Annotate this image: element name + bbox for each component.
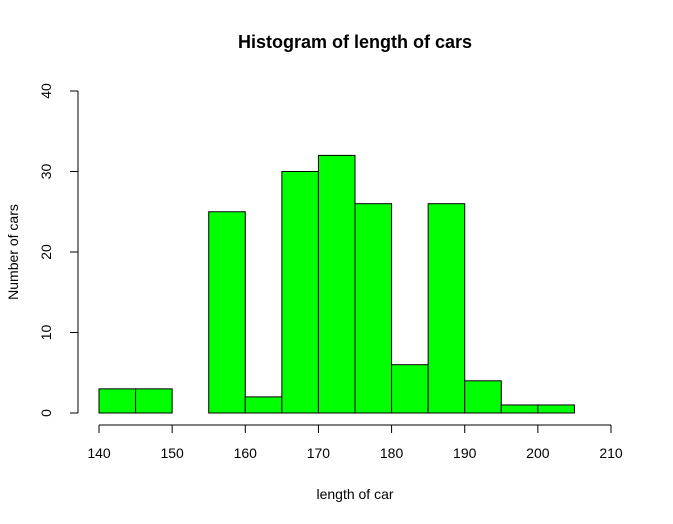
y-tick-label: 30 [38, 164, 54, 180]
x-tick-label: 160 [234, 445, 258, 461]
chart-title: Histogram of length of cars [238, 32, 472, 52]
y-axis-label: Number of cars [5, 204, 21, 300]
histogram-bar-185-190 [427, 203, 466, 414]
x-tick-label: 200 [526, 445, 550, 461]
x-axis: 140 150 160 170 180 190 200 210 [87, 424, 623, 461]
histogram-bar-160-165 [244, 396, 283, 414]
y-tick-label: 20 [38, 244, 54, 260]
x-tick-label: 140 [87, 445, 111, 461]
y-axis: 0 10 20 30 40 [38, 83, 79, 417]
y-tick-label: 0 [38, 409, 54, 417]
histogram-bar-155-160 [208, 211, 246, 414]
x-tick-label: 190 [453, 445, 477, 461]
x-tick-label: 170 [307, 445, 331, 461]
histogram-bar-195-200 [500, 404, 539, 414]
x-tick-label: 150 [160, 445, 184, 461]
x-tick-label: 180 [380, 445, 404, 461]
histogram-bar-140-145 [98, 388, 137, 414]
y-tick-label: 10 [38, 325, 54, 341]
histogram-bar-145-150 [135, 388, 173, 414]
x-axis-label: length of car [316, 486, 393, 502]
histogram-bar-175-180 [354, 203, 393, 414]
bars-group [98, 154, 575, 414]
x-tick-label: 210 [599, 445, 623, 461]
histogram-bar-170-175 [317, 154, 356, 414]
y-tick-label: 40 [38, 83, 54, 99]
histogram-bar-180-185 [391, 364, 429, 414]
histogram-bar-165-170 [281, 171, 319, 414]
histogram-bar-190-195 [464, 380, 502, 414]
histogram-bar-200-205 [537, 404, 575, 414]
